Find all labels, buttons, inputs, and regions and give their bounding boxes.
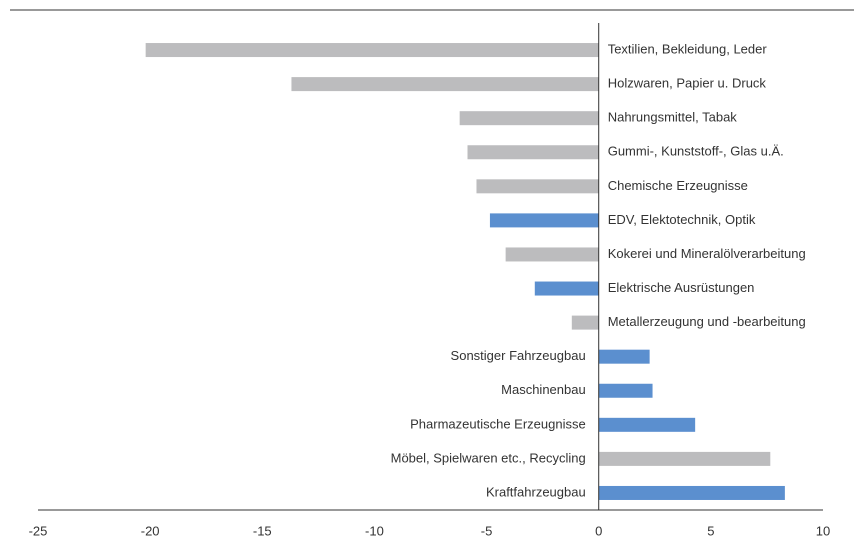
category-label: Textilien, Bekleidung, Leder [608,41,768,56]
category-label: Elektrische Ausrüstungen [608,280,755,295]
x-tick-label: -25 [29,523,48,538]
x-tick-label: -20 [141,523,160,538]
bar [598,417,696,432]
bar [598,383,653,398]
bar [598,485,785,500]
category-label: Metallerzeugung und -bearbeitung [608,314,806,329]
bar [467,145,599,160]
x-tick-label: 5 [707,523,714,538]
category-label: Möbel, Spielwaren etc., Recycling [391,450,586,465]
category-label: Kokerei und Mineralölverarbeitung [608,246,806,261]
x-tick-label: -10 [365,523,384,538]
category-label: EDV, Elektotechnik, Optik [608,212,756,227]
category-label: Kraftfahrzeugbau [486,484,586,499]
bar [598,349,650,364]
x-tick-label: -5 [481,523,493,538]
x-tick-label: 0 [595,523,602,538]
category-label: Sonstiger Fahrzeugbau [451,348,586,363]
bar [145,43,599,58]
x-tick-label: -15 [253,523,272,538]
category-label: Pharmazeutische Erzeugnisse [410,416,586,431]
bar [459,111,599,126]
bar [291,77,599,92]
bar [598,451,771,466]
bar [476,179,599,194]
category-label: Holzwaren, Papier u. Druck [608,76,767,91]
bar [505,247,599,262]
category-label: Nahrungsmittel, Tabak [608,110,738,125]
x-tick-label: 10 [816,523,830,538]
bar [534,281,599,296]
category-label: Gummi-, Kunststoff-, Glas u.Ä. [608,144,784,159]
category-label: Maschinenbau [501,382,586,397]
category-label: Chemische Erzeugnisse [608,178,748,193]
bar [489,213,599,228]
bar [571,315,599,330]
